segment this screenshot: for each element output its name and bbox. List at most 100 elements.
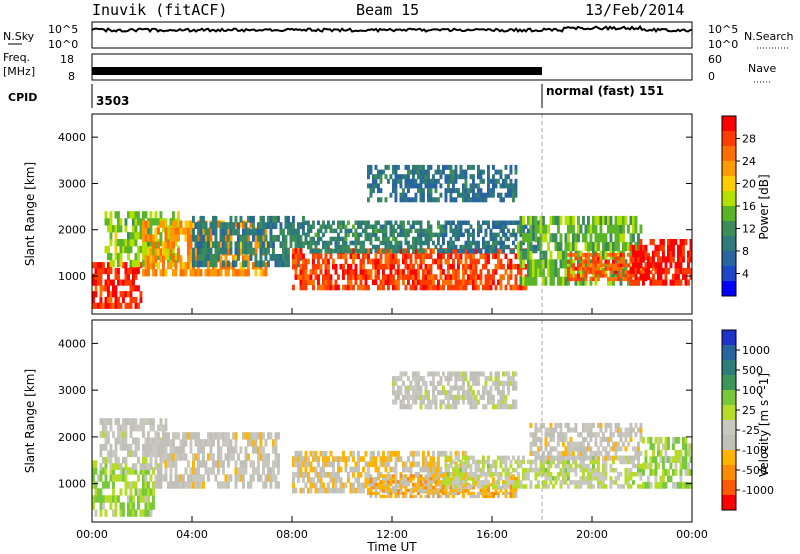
data-cell [272,439,275,447]
data-cell [464,178,468,184]
data-cell [374,461,378,468]
data-cell [439,483,443,487]
data-cell [152,424,155,432]
data-cell [362,466,365,473]
data-cell [449,188,453,194]
data-cell [92,273,95,280]
data-cell [172,255,175,263]
data-cell [469,197,473,203]
data-cell [259,269,263,277]
data-cell [592,270,595,275]
data-cell [592,467,595,473]
data-cell [532,224,535,229]
data-cell [404,491,408,496]
data-cell [127,273,130,280]
data-cell [532,267,535,277]
data-cell [147,495,150,503]
data-cell [414,197,418,203]
data-cell [459,484,463,489]
data-cell [134,450,138,458]
data-cell [377,450,380,457]
data-cell [147,431,150,438]
data-cell [422,164,425,170]
data-cell [234,439,238,447]
data-cell [142,239,145,247]
data-cell [127,267,130,275]
data-cell [309,482,313,489]
data-cell [469,253,473,260]
data-cell [122,291,125,298]
data-cell [199,446,203,454]
data-cell [572,455,575,461]
data-cell [612,441,615,447]
data-cell [407,466,410,473]
data-cell [567,277,570,282]
data-cell [362,456,365,462]
data-cell [387,477,390,481]
data-cell [154,234,158,242]
data-cell [442,477,445,481]
data-cell [422,258,425,265]
data-cell [457,394,460,400]
data-cell [552,233,555,243]
data-cell [547,259,550,269]
data-cell [119,239,123,247]
data-cell [429,477,433,481]
data-cell [437,169,440,175]
data-cell [582,422,585,428]
data-cell [534,463,538,469]
data-cell [429,466,433,473]
data-cell [667,244,670,251]
data-cell [492,269,495,275]
data-cell [254,439,258,447]
data-cell [597,241,600,251]
data-cell [567,467,570,473]
data-cell [369,461,373,468]
data-cell [149,502,153,510]
data-cell [429,269,433,275]
data-cell [672,279,675,286]
data-cell [362,284,365,291]
data-cell [412,178,415,184]
data-cell [562,436,565,442]
data-cell [409,269,413,275]
data-cell [277,234,280,242]
data-cell [132,232,135,240]
data-cell [454,467,458,473]
data-cell [147,269,150,277]
data-cell [299,487,303,494]
data-cell [179,262,183,270]
data-cell [569,467,573,473]
data-cell [479,253,483,260]
data-cell [489,188,493,194]
data-cell [634,432,638,438]
colorbar-tick-label: 1000 [742,344,770,357]
data-cell [469,248,473,254]
data-cell [444,232,448,238]
data-cell [507,220,510,225]
data-cell [109,218,113,226]
data-cell [202,474,205,482]
data-cell [599,250,603,260]
data-cell [574,277,578,282]
data-cell [369,483,373,487]
data-cell [634,472,638,477]
data-cell [529,215,533,225]
data-cell [532,236,535,242]
data-cell [444,197,448,203]
data-cell [429,371,433,377]
data-cell [639,450,643,456]
data-cell [132,509,135,517]
data-cell [474,192,478,198]
data-cell [112,225,115,233]
range-tick-label: 4000 [58,337,86,350]
data-cell [327,482,330,489]
data-cell [254,248,258,256]
data-cell [489,279,493,286]
data-cell [429,404,433,410]
data-cell [142,481,145,489]
data-cell [352,248,355,254]
date-title: 13/Feb/2014 [585,1,684,19]
data-cell [452,488,455,493]
data-cell [397,480,400,484]
